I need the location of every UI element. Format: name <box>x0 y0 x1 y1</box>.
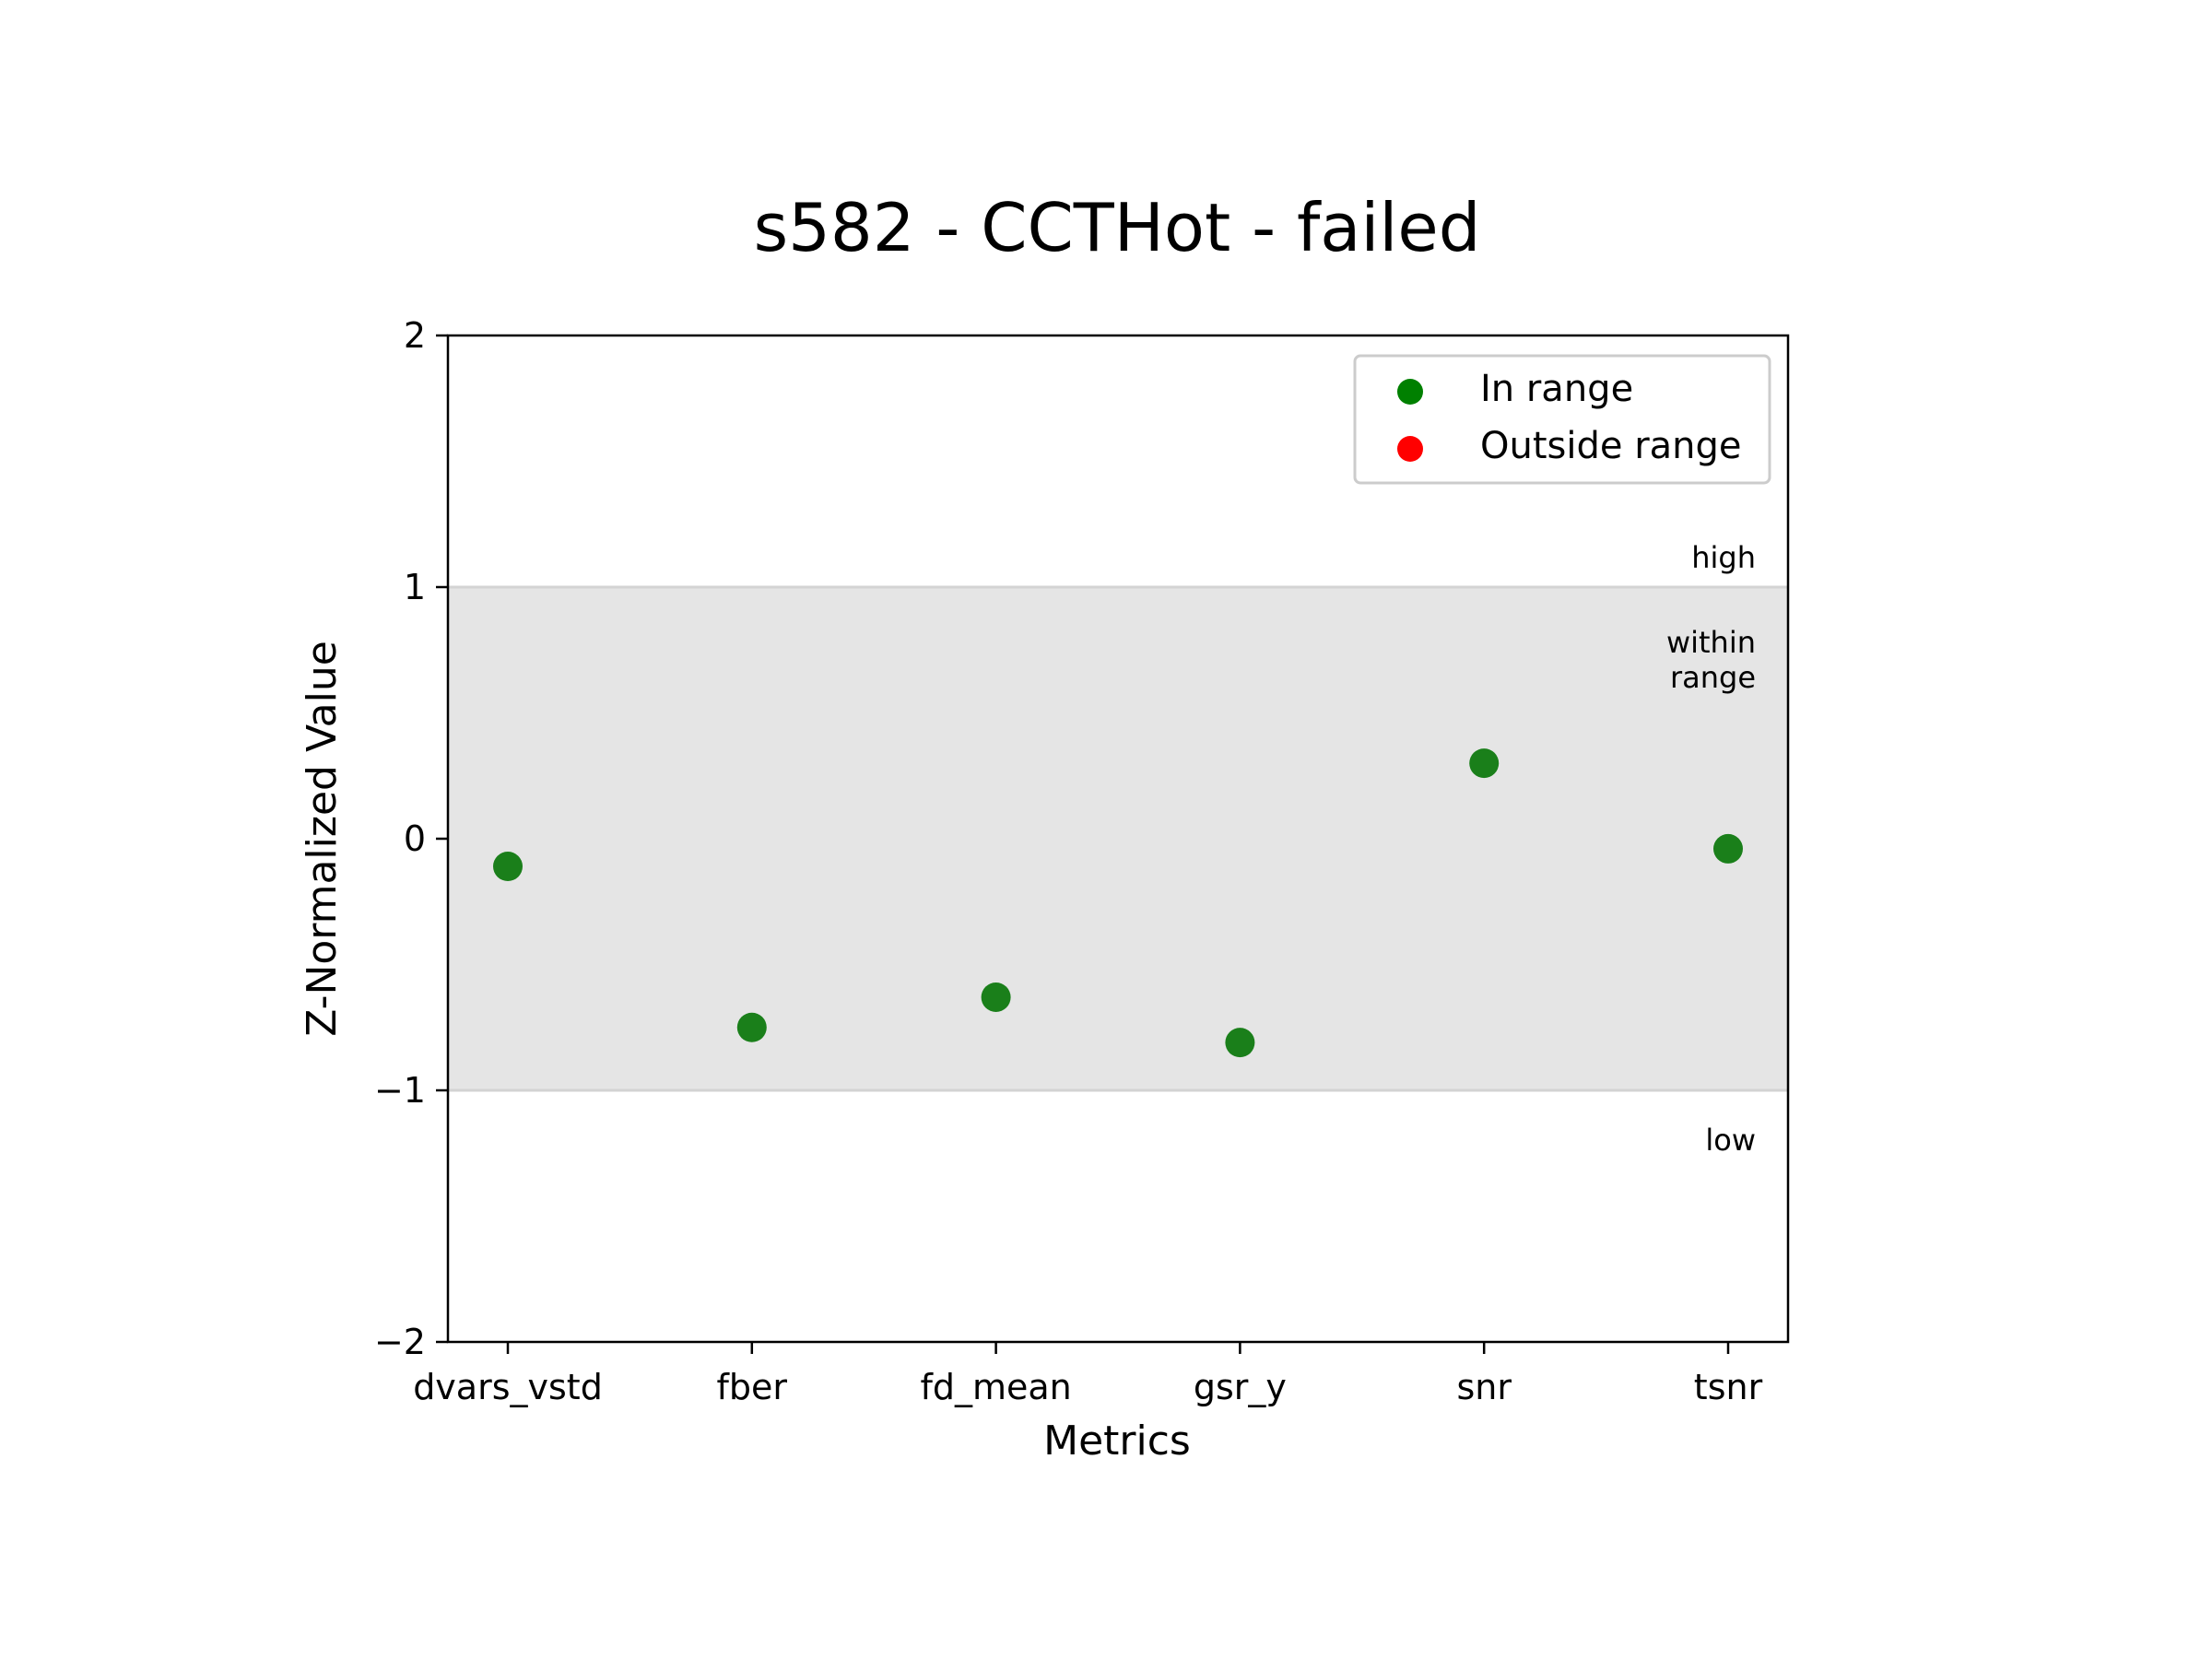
x-tick-label: fd_mean <box>920 1367 1071 1407</box>
within-range-band <box>448 587 1788 1090</box>
y-axis-ticks: 2 1 0 −1 −2 <box>374 315 448 1362</box>
band-label-within: within <box>1666 625 1756 660</box>
data-point-gsr_y <box>1225 1028 1255 1058</box>
y-axis-label: Z-Normalized Value <box>299 641 346 1037</box>
band-label-low: low <box>1705 1123 1756 1158</box>
data-point-fber <box>736 1012 767 1042</box>
legend-frame <box>1353 354 1771 485</box>
x-tick-label: snr <box>1456 1367 1512 1407</box>
data-points <box>493 748 1743 1058</box>
data-point-tsnr <box>1713 833 1743 864</box>
data-point-snr <box>1469 748 1500 779</box>
y-tick-label: −2 <box>374 1322 426 1362</box>
data-point-dvars_vstd <box>493 852 523 882</box>
y-tick-label: 2 <box>404 315 426 356</box>
x-tick-label: gsr_y <box>1194 1367 1287 1407</box>
x-axis-label: Metrics <box>1043 1418 1191 1465</box>
x-axis-ticks: dvars_vstd fber fd_mean gsr_y snr tsnr <box>413 1342 1763 1407</box>
y-tick-label: 0 <box>404 818 426 859</box>
data-point-fd_mean <box>981 982 1011 1012</box>
chart-title: s582 - CCTHot - failed <box>754 189 1481 266</box>
legend-label-outside-range: Outside range <box>1480 425 1742 467</box>
y-tick-label: −1 <box>374 1070 426 1111</box>
x-tick-label: fber <box>717 1367 788 1407</box>
x-tick-label: tsnr <box>1694 1367 1763 1407</box>
range-band-layer <box>448 585 1788 1092</box>
band-label-range: range <box>1670 660 1756 695</box>
legend-marker-outside-range <box>1397 436 1423 462</box>
legend: In range Outside range <box>1353 354 1771 485</box>
y-tick-label: 1 <box>404 567 426 607</box>
band-label-high: high <box>1691 540 1756 575</box>
legend-label-in-range: In range <box>1480 368 1633 410</box>
x-tick-label: dvars_vstd <box>413 1367 603 1407</box>
legend-marker-in-range <box>1397 379 1423 405</box>
